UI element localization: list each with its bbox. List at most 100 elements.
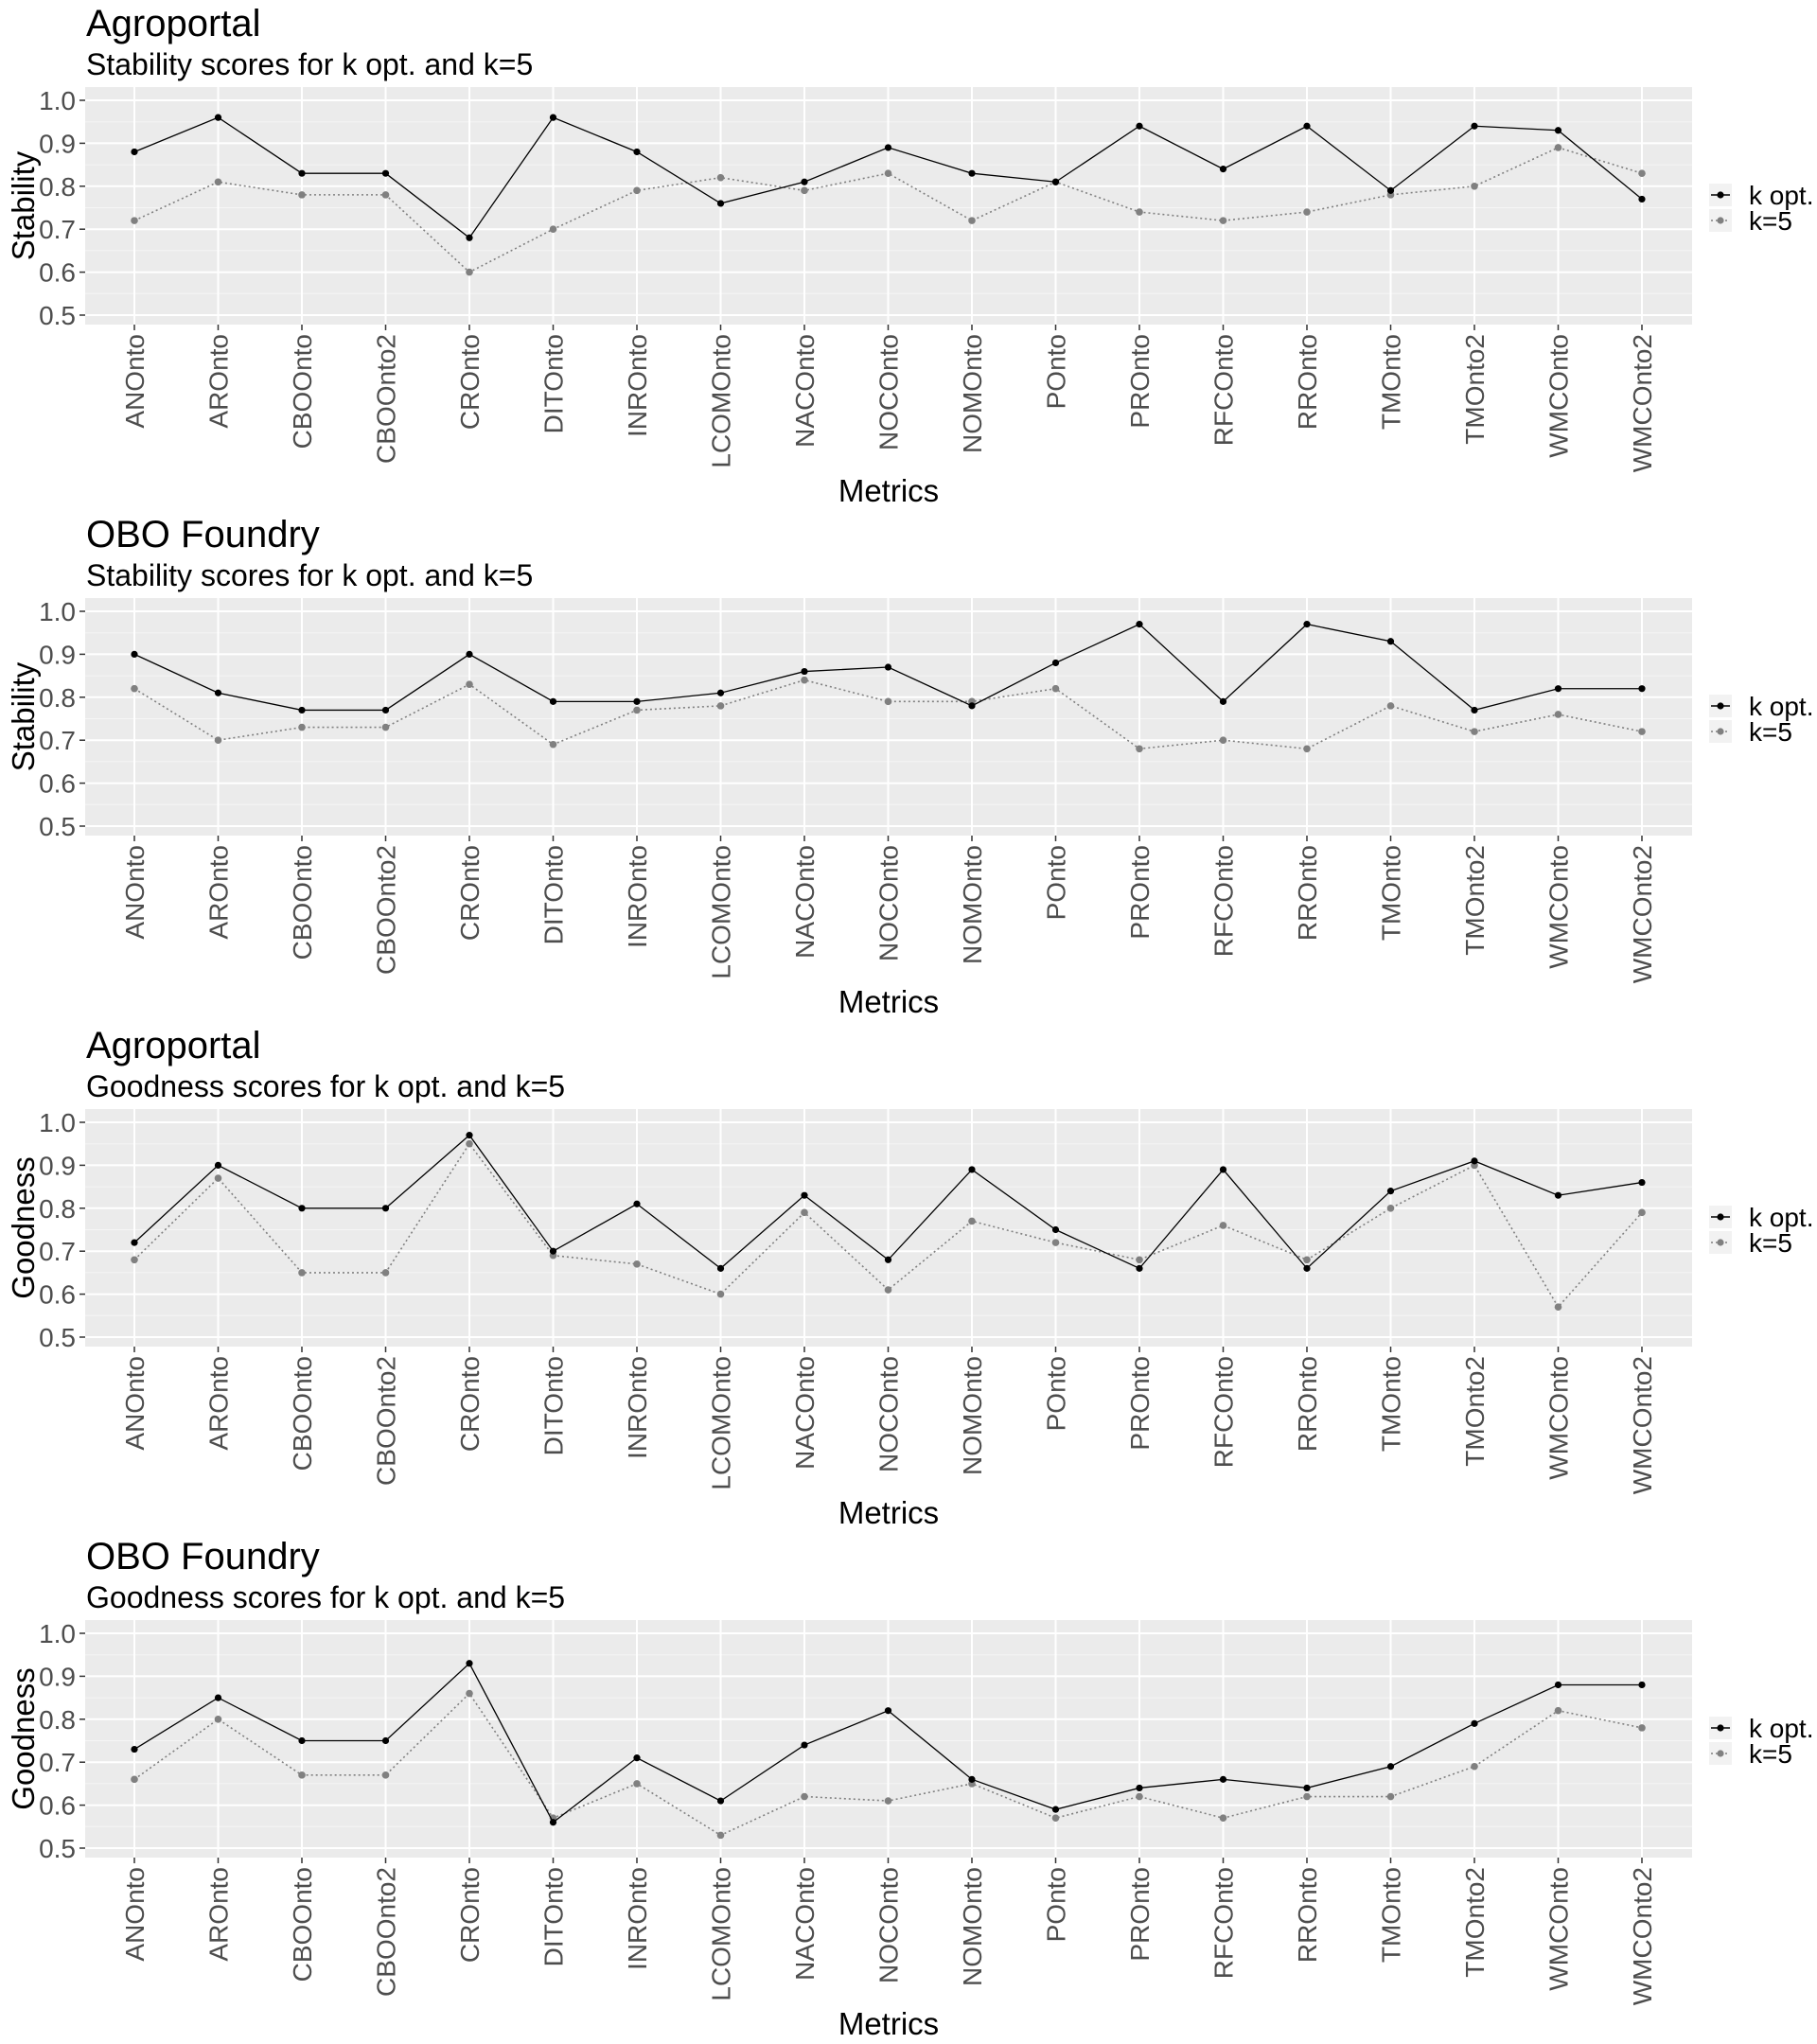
data-point xyxy=(1136,122,1143,130)
data-point xyxy=(131,1256,138,1264)
x-axis-label: Metrics xyxy=(838,473,939,508)
y-tick-label: 0.7 xyxy=(39,1237,76,1266)
x-tick-label: CROnto xyxy=(455,1356,485,1452)
x-tick-label: TMOnto xyxy=(1377,1867,1406,1963)
x-tick-label: CBOOnto xyxy=(288,1356,317,1471)
y-tick-label: 0.6 xyxy=(39,258,76,288)
data-point xyxy=(1051,1225,1060,1234)
y-tick-label: 0.8 xyxy=(39,172,76,202)
x-tick-label: POnto xyxy=(1042,845,1071,920)
x-tick-label: WMCOnto2 xyxy=(1628,334,1657,472)
data-point xyxy=(1471,183,1478,190)
legend-key-point xyxy=(1717,1724,1724,1732)
data-point xyxy=(1219,166,1227,173)
data-point xyxy=(1136,1784,1143,1792)
x-tick-label: LCOMOnto xyxy=(707,1356,736,1490)
x-tick-label: TMOnto xyxy=(1377,845,1406,941)
data-point xyxy=(1136,1264,1143,1272)
x-tick-label: DITOnto xyxy=(539,1867,569,1966)
data-point xyxy=(549,1247,557,1255)
data-point xyxy=(1303,122,1311,130)
y-tick-label: 0.6 xyxy=(39,1791,76,1821)
x-axis-label: Metrics xyxy=(838,984,939,1019)
data-point xyxy=(1471,1762,1478,1771)
data-point xyxy=(884,144,892,151)
data-point xyxy=(968,217,976,224)
data-point xyxy=(716,1797,725,1805)
x-tick-label: WMCOnto2 xyxy=(1628,845,1657,983)
data-point xyxy=(716,200,725,207)
data-point xyxy=(466,1139,473,1148)
y-tick-label: 1.0 xyxy=(39,1108,76,1137)
data-point xyxy=(298,1736,306,1745)
data-point xyxy=(1386,1205,1395,1212)
data-point xyxy=(466,650,473,658)
x-tick-label: DITOnto xyxy=(539,334,569,433)
data-point xyxy=(131,650,138,658)
data-point xyxy=(466,234,473,241)
legend-label: k opt. xyxy=(1749,181,1813,210)
data-point xyxy=(1136,745,1143,753)
data-point xyxy=(716,1831,725,1840)
x-tick-label: WMCOnto xyxy=(1544,845,1574,969)
y-tick-label: 1.0 xyxy=(39,1619,76,1648)
data-point xyxy=(1051,178,1060,185)
legend-label: k opt. xyxy=(1749,1203,1813,1232)
x-tick-label: NACOnto xyxy=(790,845,820,959)
data-point xyxy=(1554,144,1562,151)
x-tick-label: LCOMOnto xyxy=(707,845,736,979)
data-point xyxy=(968,1775,976,1783)
data-point xyxy=(1219,736,1227,744)
x-tick-label: INROnto xyxy=(623,1356,652,1459)
data-point xyxy=(214,114,222,121)
data-point xyxy=(1051,659,1060,667)
data-point xyxy=(801,1741,808,1749)
data-point xyxy=(298,706,306,714)
data-point xyxy=(298,169,306,177)
x-tick-label: AROnto xyxy=(204,1356,234,1451)
x-tick-label: RROnto xyxy=(1293,1867,1322,1963)
chart-subtitle: Goodness scores for k opt. and k=5 xyxy=(86,1580,565,1614)
x-tick-label: CBOOnto2 xyxy=(372,1867,401,1997)
y-tick-label: 0.7 xyxy=(39,215,76,244)
data-point xyxy=(884,697,892,706)
data-point xyxy=(214,1716,222,1723)
x-tick-label: ANOnto xyxy=(120,334,150,429)
data-point xyxy=(801,1792,808,1801)
data-point xyxy=(298,1205,306,1212)
y-tick-label: 0.9 xyxy=(39,1662,76,1691)
data-point xyxy=(549,740,557,749)
x-tick-label: PROnto xyxy=(1125,1356,1155,1451)
x-tick-label: PROnto xyxy=(1125,334,1155,429)
data-point xyxy=(1219,217,1227,224)
data-point xyxy=(1303,1256,1311,1264)
x-tick-label: AROnto xyxy=(204,334,234,429)
data-point xyxy=(1303,1792,1311,1801)
legend-key-point xyxy=(1717,217,1724,224)
legend-key-point xyxy=(1717,1750,1724,1757)
x-tick-label: POnto xyxy=(1042,1356,1071,1431)
x-tick-label: INROnto xyxy=(623,1867,652,1970)
data-point xyxy=(466,1132,473,1139)
x-tick-label: PROnto xyxy=(1125,1867,1155,1962)
x-tick-label: ANOnto xyxy=(120,1867,150,1962)
data-point xyxy=(381,723,390,731)
data-point xyxy=(884,1797,892,1805)
data-point xyxy=(381,706,390,714)
x-tick-label: LCOMOnto xyxy=(707,1867,736,2001)
chart-title: Agroportal xyxy=(86,1025,261,1066)
data-point xyxy=(131,217,138,224)
data-point xyxy=(633,706,641,714)
data-point xyxy=(1219,1814,1227,1823)
data-point xyxy=(633,697,641,705)
x-tick-label: CBOOnto xyxy=(288,1867,317,1982)
data-point xyxy=(131,1745,138,1753)
y-axis-label: Goodness xyxy=(6,1667,41,1809)
x-tick-label: NOMOnto xyxy=(958,1867,987,1986)
x-tick-label: RROnto xyxy=(1293,845,1322,941)
x-tick-label: RFCOnto xyxy=(1209,1356,1239,1468)
data-point xyxy=(633,1780,641,1788)
x-tick-label: NOMOnto xyxy=(958,1356,987,1475)
x-tick-label: TMOnto xyxy=(1377,1356,1406,1452)
